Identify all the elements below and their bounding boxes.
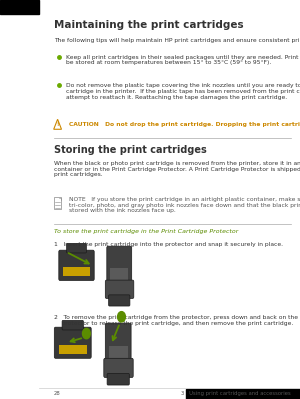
Bar	[110, 268, 128, 280]
Text: Keep all print cartridges in their sealed packages until they are needed. Print : Keep all print cartridges in their seale…	[66, 55, 300, 65]
Text: When the black or photo print cartridge is removed from the printer, store it in: When the black or photo print cartridge …	[54, 161, 300, 178]
Bar	[54, 197, 61, 209]
Text: The following tips will help maintain HP print cartridges and ensure consistent : The following tips will help maintain HP…	[54, 38, 300, 43]
FancyBboxPatch shape	[67, 243, 86, 253]
Circle shape	[118, 312, 125, 322]
Text: Maintaining the print cartridges: Maintaining the print cartridges	[54, 20, 244, 30]
Text: 1: 1	[120, 314, 123, 319]
FancyBboxPatch shape	[109, 295, 130, 306]
Bar	[109, 346, 128, 358]
Text: Do not remove the plastic tape covering the ink nozzles until you are ready to i: Do not remove the plastic tape covering …	[66, 83, 300, 100]
FancyBboxPatch shape	[54, 327, 91, 358]
FancyBboxPatch shape	[105, 323, 131, 362]
Text: !: !	[56, 122, 59, 127]
Bar	[0, 0, 39, 14]
FancyBboxPatch shape	[105, 280, 134, 298]
FancyBboxPatch shape	[107, 373, 129, 385]
FancyBboxPatch shape	[62, 320, 83, 330]
Text: 28: 28	[54, 391, 61, 396]
FancyBboxPatch shape	[59, 250, 94, 280]
Text: 3   Using print cartridges and accessories: 3 Using print cartridges and accessories	[181, 391, 291, 396]
Text: To store the print cartridge in the Print Cartridge Protector: To store the print cartridge in the Prin…	[54, 229, 238, 235]
Text: NOTE   If you store the print cartridge in an airtight plastic container, make s: NOTE If you store the print cartridge in…	[69, 197, 300, 213]
FancyBboxPatch shape	[104, 358, 133, 377]
Bar	[58, 345, 87, 354]
Circle shape	[82, 328, 90, 339]
Text: 1   Insert the print cartridge into the protector and snap it securely in place.: 1 Insert the print cartridge into the pr…	[54, 242, 283, 247]
Bar	[63, 267, 90, 276]
Text: 2   To remove the print cartridge from the protector, press down and back on the: 2 To remove the print cartridge from the…	[54, 315, 300, 326]
Text: CAUTION   Do not drop the print cartridge. Dropping the print cartridge may dama: CAUTION Do not drop the print cartridge.…	[69, 122, 300, 127]
Text: 2: 2	[85, 331, 88, 336]
Text: Storing the print cartridges: Storing the print cartridges	[54, 145, 207, 155]
FancyBboxPatch shape	[107, 246, 132, 284]
Bar	[186, 389, 300, 399]
